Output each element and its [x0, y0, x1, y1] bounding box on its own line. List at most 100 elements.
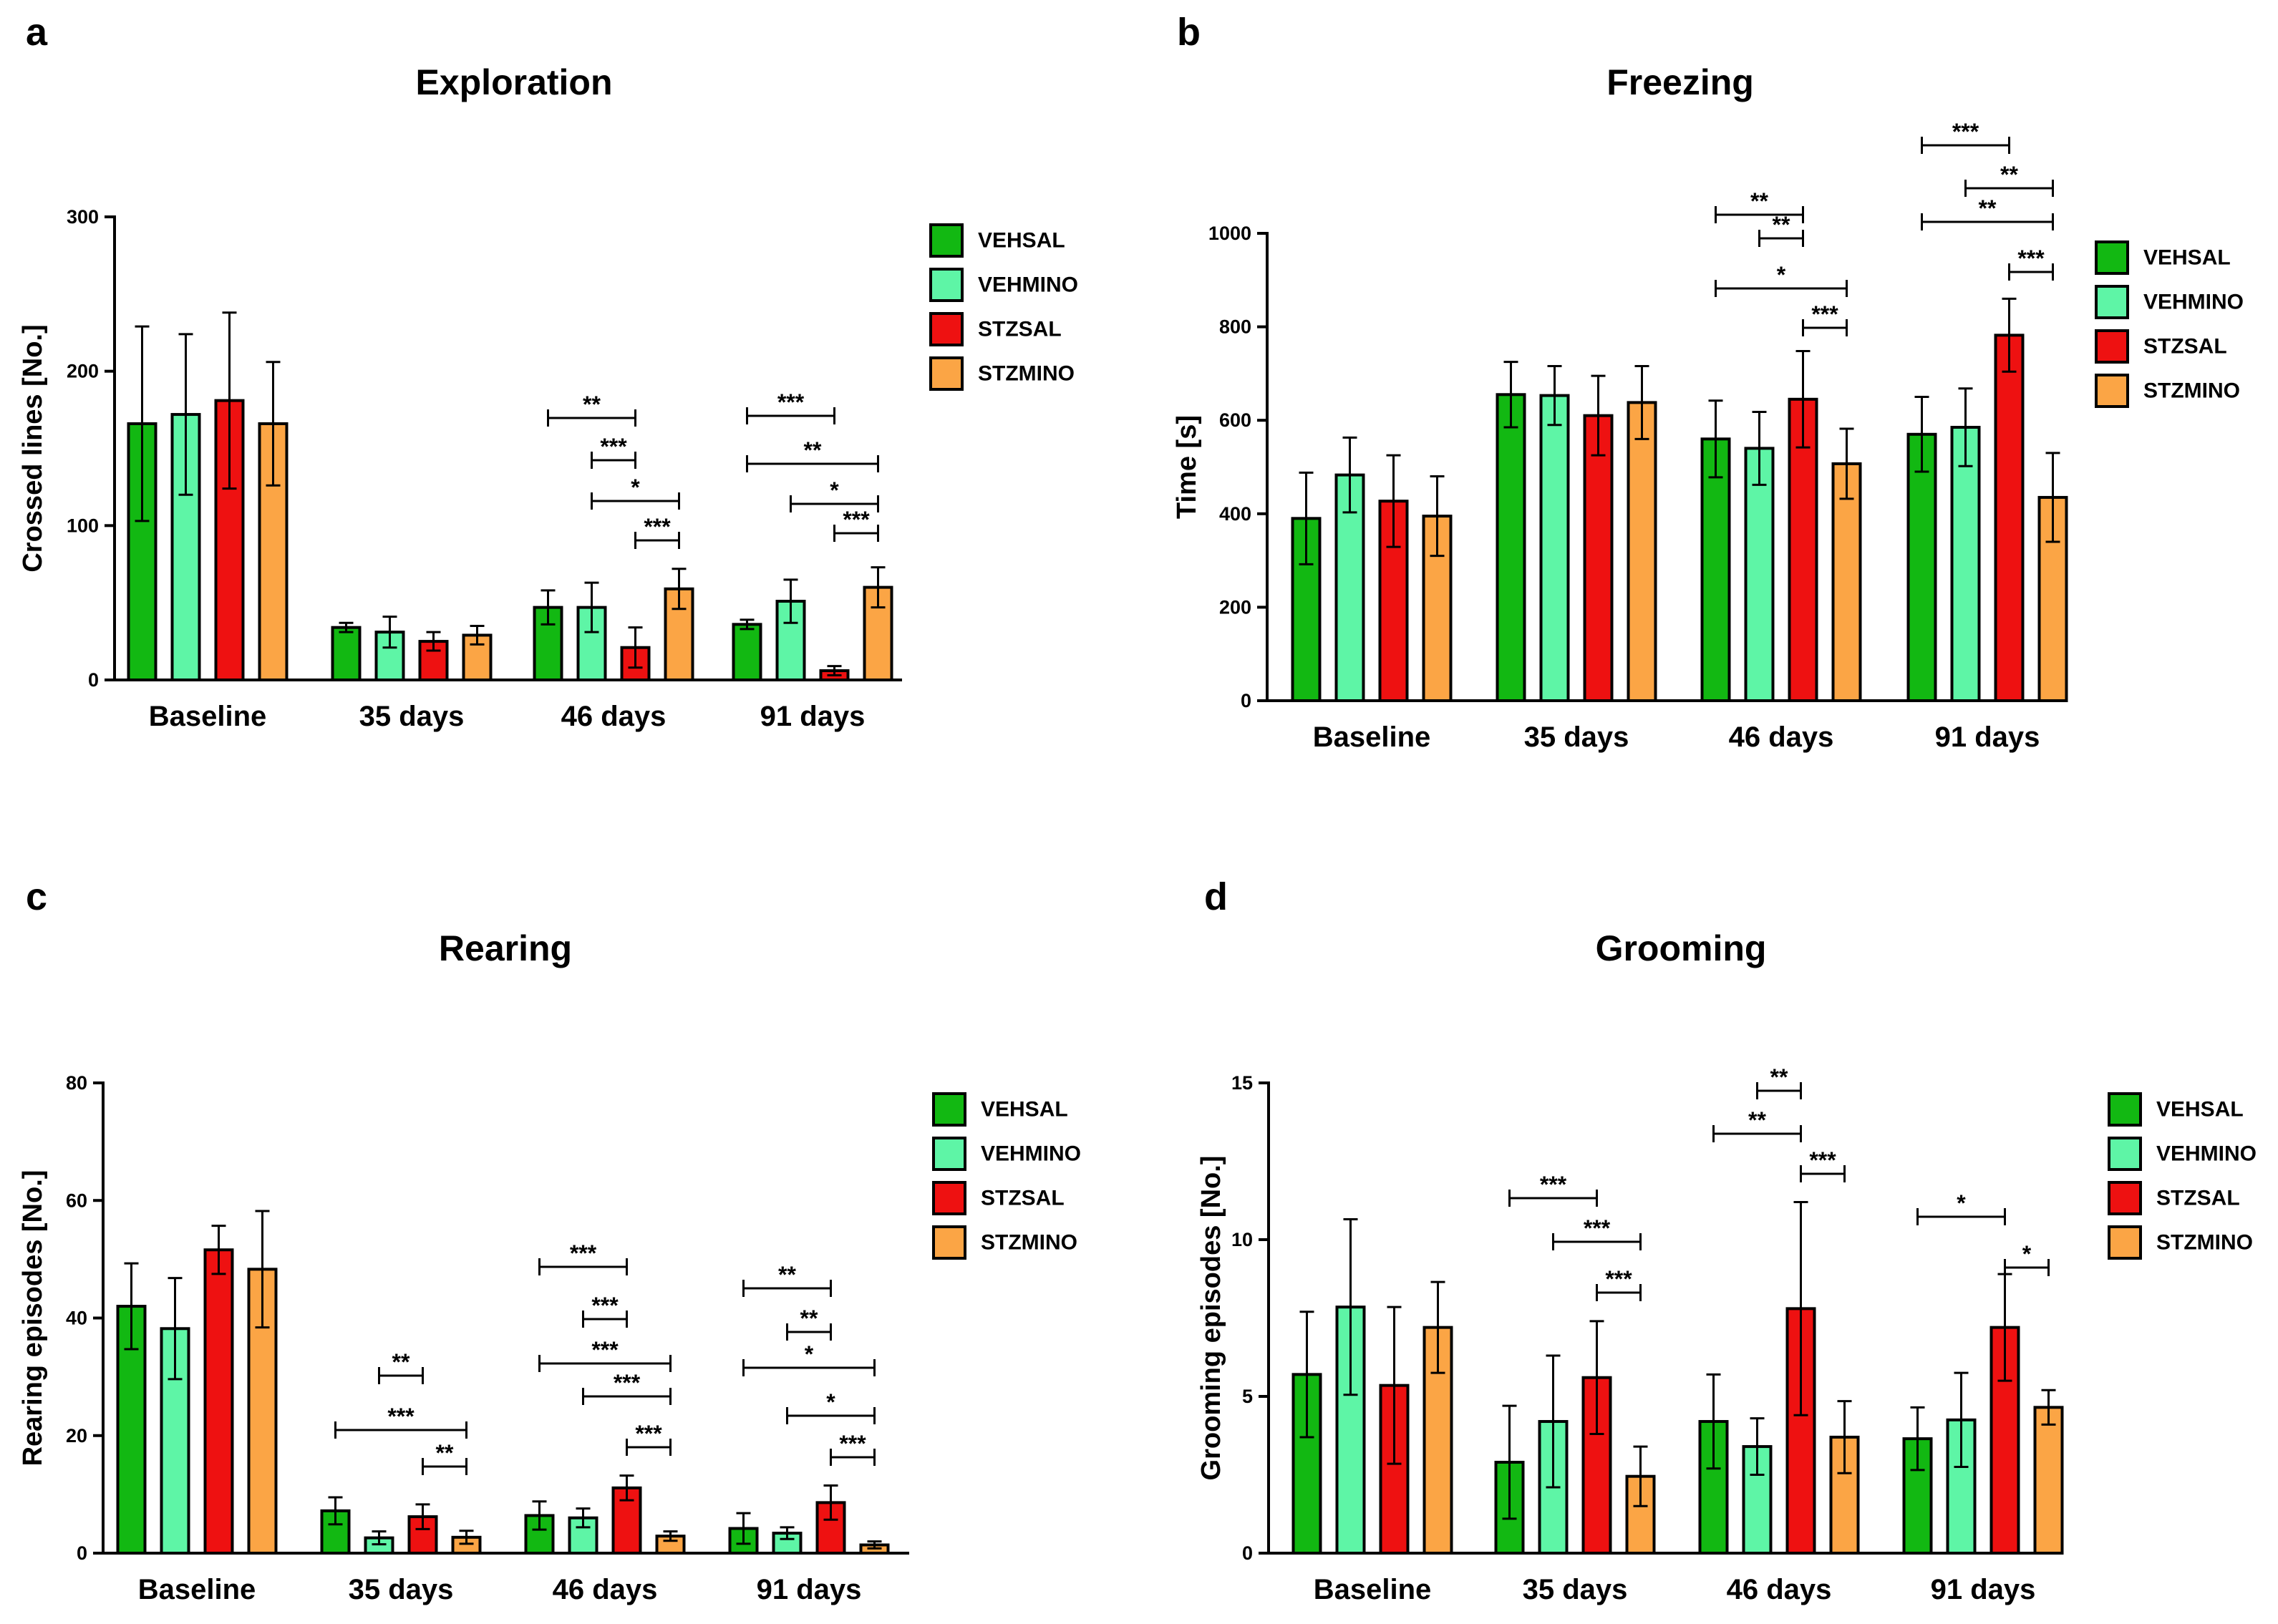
- panel-b-legend-label: VEHSAL: [2143, 246, 2231, 270]
- panel-b-significance-label: **: [2000, 162, 2018, 188]
- panel-c-significance-label: **: [392, 1349, 410, 1375]
- panel-b-y-tick-label: 1000: [1208, 223, 1251, 244]
- panel-c-legend-label: STZMINO: [981, 1231, 1077, 1255]
- panel-b-bar: [1950, 425, 1981, 702]
- panel-c-bar: [203, 1248, 234, 1555]
- panel-a-y-axis-label: Crossed lines [No.]: [18, 324, 48, 572]
- panel-d-y-tick-label: 15: [1231, 1072, 1253, 1094]
- panel-b-significance-label: **: [1979, 195, 1997, 221]
- panel-b-legend-swatch: [2095, 285, 2129, 319]
- panel-d-bar: [1946, 1418, 1977, 1555]
- panel-b-y-tick-label: 800: [1219, 316, 1251, 338]
- panel-a-significance-label: *: [631, 475, 640, 500]
- panel-c-chart-title: Rearing: [439, 928, 572, 968]
- panel-d-legend-label: STZMINO: [2156, 1231, 2253, 1255]
- panel-c-y-tick-label: 0: [77, 1542, 87, 1564]
- panel-c-y-axis-label: Rearing episodes [No.]: [18, 1170, 48, 1467]
- panel-c-significance-label: ***: [591, 1293, 619, 1318]
- panel-a-significance-label: ***: [600, 434, 627, 460]
- panel-a-legend-label: STZMINO: [978, 362, 1075, 386]
- panel-c-legend-swatch: [932, 1181, 966, 1215]
- panel-a-legend-swatch: [929, 223, 964, 258]
- panel-b-legend-swatch: [2095, 374, 2129, 408]
- panel-d-y-axis-label: Grooming episodes [No.]: [1196, 1156, 1226, 1481]
- panel-letter-c: c: [26, 875, 48, 918]
- panel-a-significance-label: ***: [843, 507, 870, 533]
- panel-c-significance-label: ***: [387, 1404, 415, 1429]
- panel-b-bar: [1291, 517, 1322, 703]
- panel-c-y-tick-label: 60: [66, 1190, 87, 1211]
- panel-d-significance-label: **: [1748, 1107, 1766, 1133]
- panel-a-legend-label: VEHMINO: [978, 273, 1078, 297]
- panel-a-significance-label: *: [830, 477, 839, 503]
- panel-d-legend-label: VEHMINO: [2156, 1142, 2257, 1166]
- panel-a-legend-label: VEHSAL: [978, 229, 1065, 253]
- panel-a-legend-label: STZSAL: [978, 318, 1062, 341]
- panel-d-legend-swatch: [2108, 1092, 2142, 1127]
- panel-c-legend-label: VEHSAL: [981, 1098, 1068, 1122]
- panel-b-bar: [1744, 447, 1775, 702]
- panel-d-chart-title: Grooming: [1596, 928, 1767, 968]
- panel-a-bar: [732, 623, 762, 681]
- panel-d-legend-label: STZSAL: [2156, 1187, 2240, 1210]
- panel-b-significance-label: **: [1773, 212, 1790, 238]
- panel-d-significance-label: *: [1957, 1190, 1966, 1216]
- panel-a-legend-swatch: [929, 356, 964, 391]
- panel-d-significance-label: ***: [1809, 1147, 1836, 1173]
- panel-d-x-tick-label: Baseline: [1314, 1574, 1432, 1605]
- panel-a-y-tick-label: 100: [67, 515, 99, 536]
- panel-c-significance-label: ***: [570, 1240, 597, 1266]
- panel-d-y-tick-label: 0: [1242, 1542, 1253, 1564]
- panel-c-significance-label: ***: [591, 1337, 619, 1363]
- panel-letter-a: a: [26, 11, 48, 54]
- panel-d-y-tick-label: 5: [1242, 1386, 1253, 1407]
- panel-d-bar: [2033, 1406, 2064, 1555]
- panel-c-y-tick-label: 20: [66, 1425, 87, 1446]
- panel-d-legend-swatch: [2108, 1181, 2142, 1215]
- panel-c-legend-swatch: [932, 1225, 966, 1260]
- panel-c-x-tick-label: 46 days: [553, 1574, 658, 1605]
- panel-b-significance-label: ***: [1811, 301, 1838, 327]
- panel-b-bar: [1496, 393, 1526, 702]
- panel-d-significance-label: ***: [1540, 1172, 1567, 1197]
- panel-c-legend-swatch: [932, 1092, 966, 1127]
- panel-d-bar: [1698, 1420, 1729, 1555]
- panel-c-x-tick-label: Baseline: [138, 1574, 256, 1605]
- panel-d-bar: [1902, 1437, 1933, 1555]
- panel-letter-d: d: [1204, 875, 1228, 918]
- panel-d-legend-swatch: [2108, 1225, 2142, 1260]
- panel-b-x-tick-label: Baseline: [1313, 721, 1431, 753]
- panel-c-y-tick-label: 40: [66, 1308, 87, 1329]
- panel-c-y-tick-label: 80: [66, 1072, 87, 1094]
- panel-d-y-tick-label: 10: [1231, 1229, 1253, 1250]
- panel-b-legend-swatch: [2095, 329, 2129, 364]
- panel-b-bar: [1539, 394, 1570, 702]
- panel-a-chart-title: Exploration: [415, 62, 612, 102]
- panel-c-x-tick-label: 91 days: [757, 1574, 862, 1605]
- panel-d-significance-label: ***: [1584, 1215, 1611, 1241]
- panel-b-bar: [1906, 432, 1937, 702]
- panel-c-significance-label: **: [800, 1305, 818, 1331]
- panel-c-significance-label: ***: [614, 1370, 641, 1396]
- panel-d-legend-label: VEHSAL: [2156, 1098, 2244, 1122]
- panel-c-significance-label: ***: [839, 1431, 866, 1457]
- panel-b-y-tick-label: 0: [1241, 690, 1251, 711]
- panel-b-significance-label: **: [1750, 188, 1768, 214]
- panel-b-significance-label: ***: [2017, 245, 2045, 271]
- panel-b-legend-label: VEHMINO: [2143, 291, 2244, 314]
- panel-a-legend-swatch: [929, 268, 964, 302]
- panel-c-significance-label: *: [805, 1341, 814, 1367]
- panel-a-y-tick-label: 200: [67, 361, 99, 382]
- panel-a-x-tick-label: Baseline: [149, 701, 267, 732]
- panel-b-x-tick-label: 35 days: [1524, 721, 1629, 753]
- panel-a-significance-label: **: [804, 437, 822, 463]
- panel-d-legend-swatch: [2108, 1137, 2142, 1171]
- panel-b-bar: [1700, 437, 1731, 702]
- panel-b-y-tick-label: 400: [1219, 503, 1251, 525]
- panel-b-legend-label: STZMINO: [2143, 379, 2240, 403]
- panel-c-significance-label: **: [778, 1262, 796, 1288]
- panel-b-x-tick-label: 46 days: [1729, 721, 1834, 753]
- panel-c-significance-label: *: [826, 1389, 835, 1415]
